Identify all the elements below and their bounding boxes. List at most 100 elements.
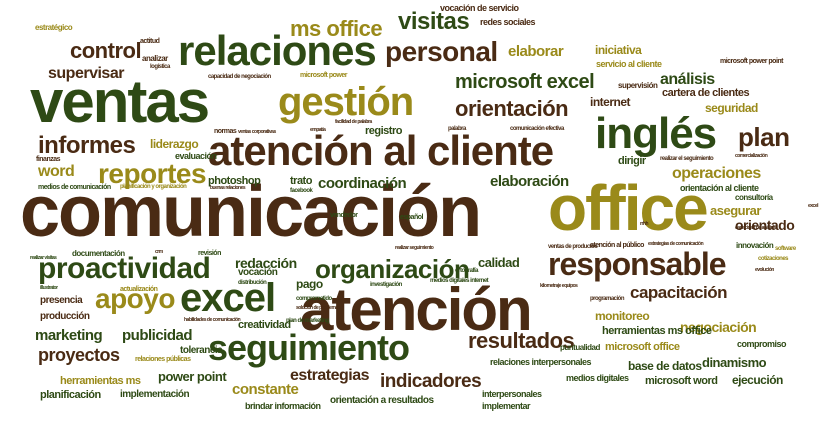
word-publicidad: publicidad bbox=[122, 327, 193, 344]
word-programacion: programación bbox=[590, 296, 625, 302]
word-investigacion: investigación bbox=[370, 282, 402, 288]
word-ms-office: ms office bbox=[290, 16, 383, 41]
word-excel-small: excel bbox=[808, 203, 819, 209]
word-orientacion-al-cliente: orientación al cliente bbox=[680, 183, 759, 193]
word-medios-de-comunicacion: medios de comunicación bbox=[38, 184, 111, 191]
word-seguimiento: seguimiento bbox=[208, 327, 410, 368]
word-relaciones: relaciones bbox=[178, 27, 377, 74]
word-vendedor: vendedor bbox=[330, 212, 358, 219]
word-liderazgo: liderazgo bbox=[150, 137, 199, 151]
word-orientacion: orientación bbox=[455, 96, 569, 121]
word-resultados: resultados bbox=[468, 328, 575, 353]
word-estrategias: estrategias bbox=[290, 367, 370, 384]
word-gestion: gestión bbox=[278, 80, 414, 124]
word-informes: informes bbox=[38, 132, 136, 159]
word-seguridad: seguridad bbox=[705, 101, 758, 115]
word-palabra: palabra bbox=[448, 126, 466, 132]
word-visitas: visitas bbox=[398, 8, 470, 35]
word-apoyo: apoyo bbox=[95, 283, 175, 314]
word-ventas: ventas bbox=[30, 68, 210, 135]
word-crm: crm bbox=[155, 249, 163, 255]
word-microsoft-word: microsoft word bbox=[645, 375, 718, 387]
word-illustrator: illustrator bbox=[40, 285, 58, 291]
word-relaciones-interpersonales: relaciones interpersonales bbox=[490, 357, 592, 367]
word-realizar-seguimiento: realizar seguimiento bbox=[395, 245, 434, 251]
word-atencion: atención bbox=[300, 276, 533, 343]
word-dinamismo: dinamismo bbox=[702, 355, 767, 370]
word-documentacion: documentación bbox=[72, 249, 125, 258]
word-capacitacion: capacitación bbox=[630, 283, 728, 302]
word-empatia: empatía bbox=[310, 127, 326, 133]
word-herramientas-ms: herramientas ms bbox=[60, 375, 141, 387]
word-relaciones-publicas: relaciones públicas bbox=[135, 356, 191, 363]
word-plan-de-marketing: plan de marketing bbox=[286, 318, 329, 324]
word-excel: excel bbox=[180, 276, 276, 320]
word-rrhh: rrhh bbox=[640, 221, 649, 227]
word-puntualidad: puntualidad bbox=[560, 343, 600, 352]
word-proactividad: proactividad bbox=[38, 252, 211, 285]
word-software: software bbox=[775, 246, 796, 252]
word-implementacion: implementación bbox=[120, 389, 190, 400]
word-facebook: facebook bbox=[290, 188, 313, 194]
word-finanzas: finanzas bbox=[36, 156, 61, 163]
word-calidad: calidad bbox=[478, 255, 520, 270]
word-presencia: presencia bbox=[40, 295, 83, 306]
word-evaluacion: evaluación bbox=[175, 151, 217, 161]
word-ventas-corporativas: ventas corporativas bbox=[238, 129, 276, 135]
word-comprometido: comprometido bbox=[296, 296, 332, 302]
word-interpersonales: interpersonales bbox=[482, 389, 542, 399]
word-orientado: orientado bbox=[735, 217, 795, 233]
word-iniciativa: iniciativa bbox=[595, 43, 642, 57]
word-supervisar: supervisar bbox=[48, 65, 124, 82]
word-logistica: logística bbox=[150, 64, 170, 70]
word-comercializacion: comercialización bbox=[735, 153, 768, 159]
word-orientacion-a-resultados: orientación a resultados bbox=[330, 395, 434, 406]
word-consultoria: consultoría bbox=[735, 193, 773, 202]
word-medios-digitales-internet: medios digitales internet bbox=[430, 278, 489, 284]
word-creatividad: creatividad bbox=[238, 319, 291, 331]
word-buenas-relaciones: buenas relaciones bbox=[210, 185, 246, 191]
word-analisis: análisis bbox=[660, 71, 715, 88]
word-habilidades-de-comunicacion: habilidades de comunicación bbox=[184, 317, 241, 323]
word-actitud: actitud bbox=[140, 38, 160, 45]
word-ortografia: ortografía bbox=[455, 268, 479, 274]
word-registro: registro bbox=[365, 125, 402, 137]
word-vocacion: vocación bbox=[238, 267, 278, 278]
word-pago: pago bbox=[296, 277, 323, 291]
word-innovacion: innovación bbox=[736, 241, 774, 250]
word-medios-digitales: medios digitales bbox=[566, 373, 629, 383]
word-estrategico: estratégico bbox=[35, 23, 73, 32]
word-compromiso: compromiso bbox=[737, 339, 787, 349]
word-tolerancia: tolerancia bbox=[180, 345, 223, 356]
word-indicadores: indicadores bbox=[380, 371, 482, 392]
word-espanol: español bbox=[400, 214, 423, 221]
word-ingles: inglés bbox=[595, 109, 717, 158]
word-microsoft-office: microsoft office bbox=[605, 341, 680, 353]
word-ventas-de-productos: ventas de productos bbox=[548, 244, 598, 250]
word-produccion: producción bbox=[40, 311, 90, 322]
word-kilometraje-equipos: kilometraje equipos bbox=[540, 283, 578, 289]
word-plan: plan bbox=[738, 122, 790, 152]
word-vocacion-de-servicio: vocación de servicio bbox=[440, 3, 519, 13]
word-control: control bbox=[70, 38, 142, 63]
word-responsable: responsable bbox=[548, 246, 727, 282]
word-redes-sociales: redes sociales bbox=[480, 17, 536, 27]
word-dirigir: dirigir bbox=[618, 155, 646, 167]
word-redaccion: redacción bbox=[235, 255, 297, 271]
word-cotizaciones: cotizaciones bbox=[758, 256, 789, 262]
word-planificacion-y-organizacion: planificación y organización bbox=[120, 184, 187, 190]
word-power-point: power point bbox=[158, 369, 227, 384]
word-capacidad-de-analisis: capacidad de análisis bbox=[735, 225, 776, 231]
word-coordinacion: coordinación bbox=[318, 175, 407, 192]
word-atencion-al-cliente: atención al cliente bbox=[208, 127, 554, 174]
word-personal: personal bbox=[385, 36, 498, 67]
word-herramientas-ms-office: herramientas ms office bbox=[602, 325, 712, 337]
word-realizar-visitas: realizar visitas bbox=[30, 255, 57, 261]
word-actualizacion: actualización bbox=[120, 286, 158, 293]
word-internet: internet bbox=[590, 95, 631, 109]
word-base-de-datos: base de datos bbox=[628, 359, 702, 373]
word-constante: constante bbox=[232, 381, 299, 398]
word-word: word bbox=[38, 163, 75, 180]
word-negociacion: negociación bbox=[680, 319, 757, 335]
word-supervision: supervisión bbox=[618, 81, 658, 90]
